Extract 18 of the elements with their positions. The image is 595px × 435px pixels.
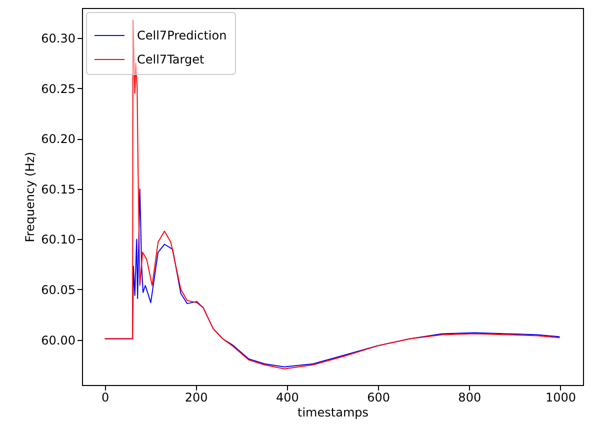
x-tick-label: 600 [367, 390, 390, 404]
x-tick-label: 0 [101, 390, 110, 404]
y-axis-title: Frequency (Hz) [23, 152, 38, 242]
x-tick-label: 800 [458, 390, 482, 404]
x-tick-label: 400 [276, 390, 299, 404]
y-tick-label: 60.15 [41, 182, 76, 196]
legend-label: Cell7Target [137, 52, 204, 66]
x-tick-label: 200 [184, 390, 208, 404]
x-tick-label: 1000 [545, 390, 576, 404]
y-tick-label: 60.00 [41, 333, 76, 348]
line-series [104, 20, 560, 370]
x-axis-title: timestamps [298, 406, 368, 420]
y-tick-label: 60.20 [41, 132, 76, 146]
y-tick-label: 60.25 [41, 82, 76, 96]
y-tick-label: 60.05 [41, 282, 76, 297]
y-tick-label: 60.30 [41, 32, 76, 46]
y-tick-label: 60.10 [41, 232, 76, 247]
legend-label: Cell7Prediction [137, 28, 227, 42]
